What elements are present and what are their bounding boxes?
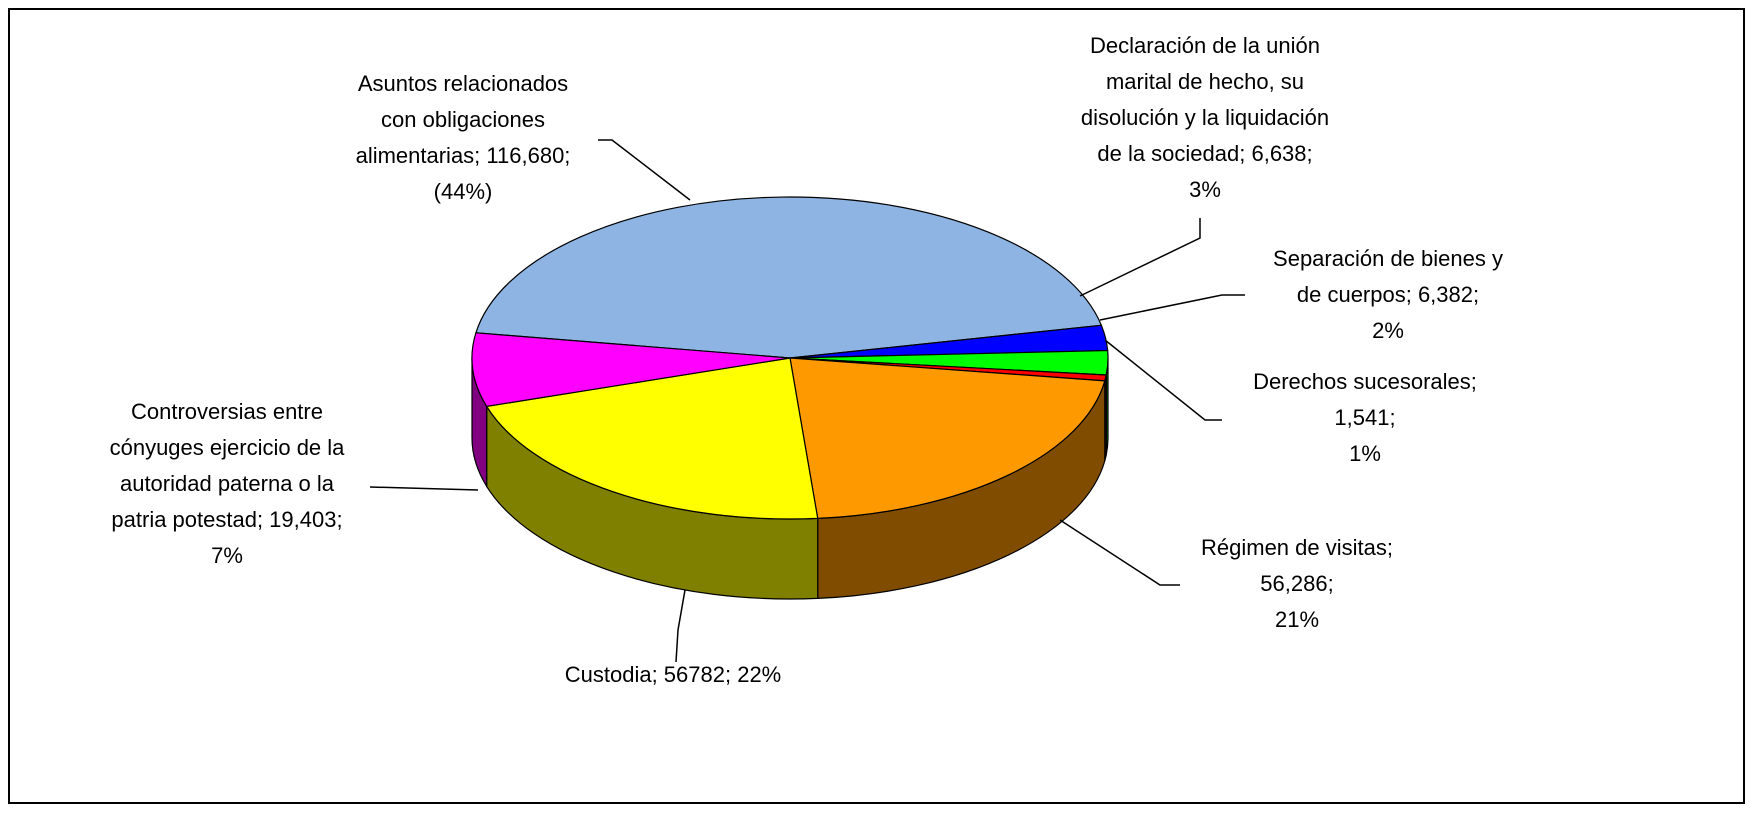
- data-label: 3%: [1189, 177, 1221, 202]
- pie-tops: [471, 196, 1109, 520]
- slice: [475, 196, 1103, 359]
- data-label: patria potestad; 19,403;: [111, 507, 342, 532]
- data-label: 2%: [1372, 318, 1404, 343]
- data-label: de cuerpos; 6,382;: [1297, 282, 1479, 307]
- data-label: 56,286;: [1260, 571, 1333, 596]
- leader-lines: [369, 139, 1245, 663]
- data-label: Derechos sucesorales;: [1253, 369, 1477, 394]
- leader-line: [1079, 218, 1201, 297]
- data-label: disolución y la liquidación: [1081, 105, 1329, 130]
- data-label: 1%: [1349, 441, 1381, 466]
- data-label: Controversias entre: [131, 399, 323, 424]
- data-label: 21%: [1275, 607, 1319, 632]
- leader-line: [675, 589, 686, 663]
- data-label: alimentarias; 116,680;: [356, 143, 571, 168]
- data-label: 7%: [211, 543, 243, 568]
- labels: Asuntos relacionados con obligaciones alim…: [110, 33, 1503, 687]
- data-label: Custodia; 56782; 22%: [565, 662, 782, 687]
- slice: [485, 357, 819, 520]
- leader-line: [1099, 294, 1245, 321]
- slice: [471, 332, 791, 408]
- data-label: Declaración de la unión: [1090, 33, 1320, 58]
- data-label: Régimen de visitas;: [1201, 535, 1393, 560]
- leader-line: [1104, 339, 1222, 421]
- data-label: autoridad paterna o la: [120, 471, 335, 496]
- data-label: Separación de bienes y: [1273, 246, 1503, 271]
- leader-line: [598, 139, 691, 201]
- data-label: de la sociedad; 6,638;: [1097, 141, 1312, 166]
- leader-line: [1059, 519, 1180, 586]
- data-label: 1,541;: [1334, 405, 1395, 430]
- slice: [789, 357, 1106, 520]
- data-label: cónyuges ejercicio de la: [110, 435, 346, 460]
- data-label: Asuntos relacionados: [358, 71, 568, 96]
- data-label: marital de hecho, su: [1106, 69, 1304, 94]
- data-label: con obligaciones: [381, 107, 545, 132]
- data-label: (44%): [434, 179, 493, 204]
- leader-line: [369, 486, 479, 491]
